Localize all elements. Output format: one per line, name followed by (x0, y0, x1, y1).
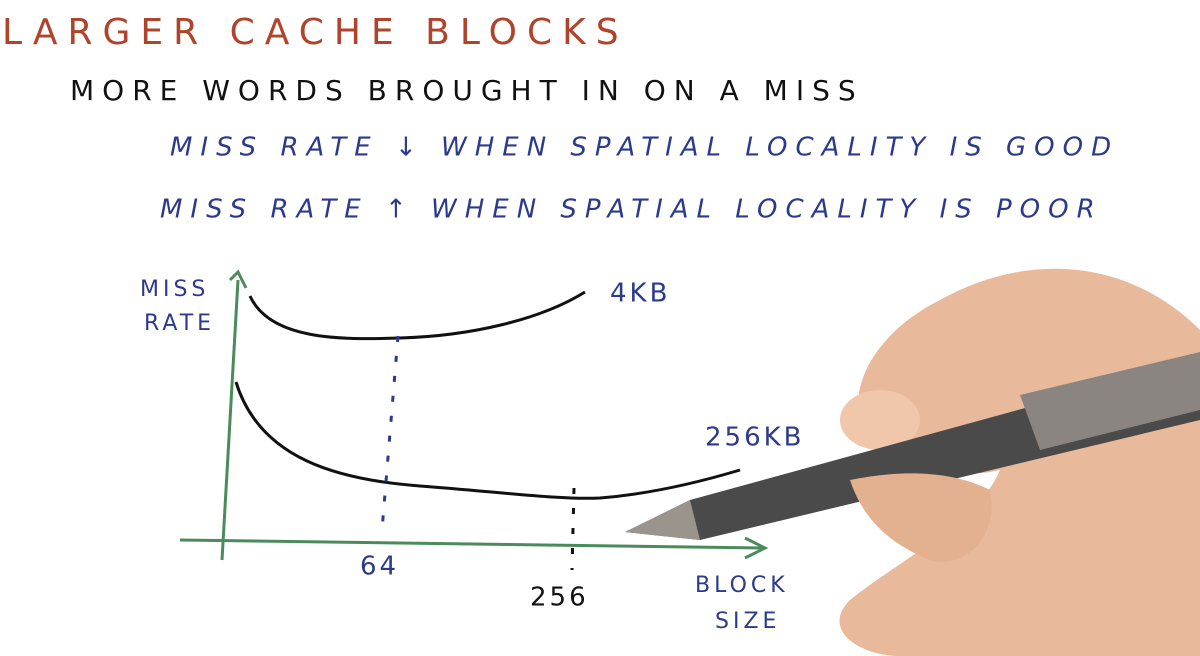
title: LARGER CACHE BLOCKS (2, 12, 629, 53)
guide-256 (570, 487, 576, 571)
curve-label: 256KB (705, 423, 805, 453)
y-axis (220, 279, 240, 561)
bullet: MORE WORDS BROUGHT IN ON A MISS (70, 74, 864, 107)
x-tick-label: 64 (360, 552, 399, 582)
x-arrow (744, 536, 769, 560)
y-label: MISS (140, 277, 209, 302)
guides (380, 335, 576, 571)
sub-bullet: MISS RATE ↓ WHEN SPATIAL LOCALITY IS GOO… (170, 133, 1119, 163)
curves (234, 290, 741, 500)
y-arrow (228, 269, 248, 289)
curve-256kb (234, 381, 741, 500)
hand (625, 268, 1200, 656)
curve-4kb (248, 290, 586, 341)
axes (179, 269, 769, 561)
curve-label: 4KB (610, 279, 670, 309)
x-label: BLOCK (695, 573, 789, 598)
x-axis (179, 538, 766, 550)
y-label: RATE (144, 311, 215, 336)
guide-64 (380, 335, 400, 531)
x-tick-label: 256 (530, 583, 589, 613)
x-label: SIZE (715, 609, 780, 634)
sub-bullet: MISS RATE ↑ WHEN SPATIAL LOCALITY IS POO… (160, 195, 1103, 225)
